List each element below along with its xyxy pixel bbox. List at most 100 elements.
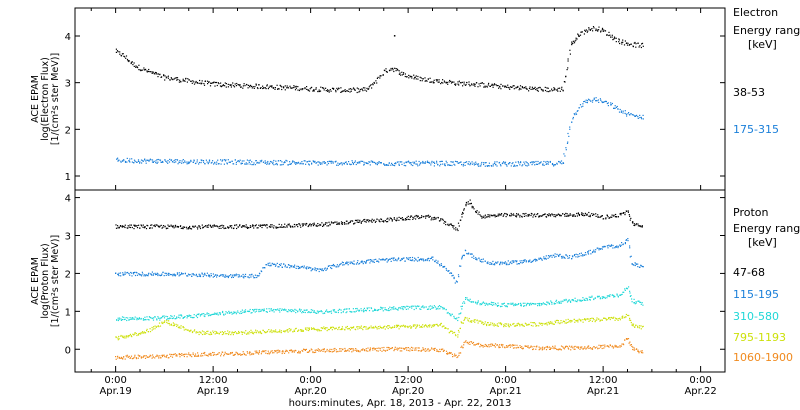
x-tick-time: 0:00 bbox=[299, 375, 321, 386]
data-point bbox=[399, 260, 401, 262]
data-point bbox=[565, 215, 567, 217]
data-point bbox=[505, 86, 507, 88]
data-point bbox=[251, 352, 253, 355]
data-point bbox=[545, 323, 547, 325]
data-point bbox=[168, 274, 170, 276]
data-point bbox=[255, 83, 257, 85]
data-point bbox=[574, 297, 576, 299]
data-point bbox=[286, 160, 288, 162]
data-point bbox=[336, 87, 338, 89]
data-point bbox=[361, 88, 363, 90]
data-point bbox=[189, 330, 191, 333]
data-point bbox=[402, 257, 404, 259]
data-point bbox=[423, 326, 425, 328]
data-point bbox=[206, 330, 208, 333]
data-point bbox=[384, 220, 386, 222]
data-point bbox=[135, 66, 137, 68]
data-point bbox=[248, 227, 250, 229]
data-point bbox=[235, 351, 237, 353]
data-point bbox=[432, 82, 434, 84]
data-point bbox=[518, 89, 520, 91]
data-point bbox=[324, 351, 326, 353]
data-point bbox=[567, 318, 569, 320]
data-point bbox=[491, 302, 493, 304]
data-point bbox=[573, 214, 575, 216]
data-point bbox=[125, 337, 127, 339]
data-point bbox=[223, 276, 226, 278]
data-point bbox=[563, 320, 566, 323]
data-point bbox=[482, 323, 484, 326]
data-point bbox=[331, 329, 333, 331]
data-point bbox=[619, 319, 621, 321]
data-point bbox=[435, 259, 437, 261]
data-point bbox=[265, 311, 267, 313]
data-point bbox=[269, 265, 271, 267]
data-point bbox=[126, 272, 128, 274]
data-point bbox=[573, 42, 576, 44]
data-point bbox=[485, 302, 487, 304]
data-point bbox=[545, 349, 548, 351]
data-point bbox=[542, 346, 544, 348]
data-point bbox=[188, 315, 190, 317]
data-point bbox=[561, 88, 563, 90]
data-point bbox=[365, 162, 367, 164]
data-point bbox=[259, 224, 262, 226]
data-point bbox=[271, 310, 273, 312]
data-point bbox=[448, 81, 450, 83]
data-point bbox=[135, 357, 137, 359]
data-point bbox=[437, 262, 439, 264]
data-point bbox=[528, 213, 530, 216]
data-point bbox=[326, 222, 328, 224]
data-point bbox=[379, 347, 381, 349]
data-point bbox=[439, 324, 441, 326]
data-point bbox=[286, 350, 289, 352]
data-point bbox=[298, 223, 300, 225]
data-point bbox=[191, 273, 193, 275]
data-point bbox=[315, 88, 317, 90]
data-point bbox=[167, 162, 169, 164]
data-point bbox=[525, 323, 527, 325]
data-point bbox=[545, 258, 547, 260]
data-point bbox=[197, 354, 199, 356]
data-point bbox=[352, 348, 355, 350]
data-point bbox=[357, 309, 359, 311]
data-point bbox=[526, 165, 528, 167]
data-point bbox=[156, 272, 158, 274]
data-point bbox=[231, 160, 233, 162]
data-point bbox=[537, 87, 539, 89]
data-point bbox=[365, 262, 367, 264]
data-point bbox=[431, 305, 433, 307]
data-point bbox=[172, 317, 175, 319]
data-point bbox=[565, 254, 567, 256]
data-point bbox=[156, 162, 158, 164]
data-point bbox=[176, 325, 178, 327]
data-point bbox=[136, 272, 138, 274]
data-point bbox=[321, 311, 323, 313]
data-point bbox=[462, 212, 464, 215]
data-point bbox=[593, 249, 595, 251]
data-point bbox=[506, 262, 508, 264]
data-point bbox=[507, 264, 509, 266]
data-point bbox=[345, 90, 347, 93]
data-point bbox=[617, 247, 619, 249]
data-point bbox=[593, 319, 595, 321]
data-point bbox=[273, 352, 275, 354]
data-point bbox=[357, 221, 359, 223]
data-point bbox=[622, 110, 624, 112]
data-point bbox=[590, 100, 592, 102]
data-point bbox=[621, 43, 623, 45]
data-point bbox=[598, 247, 600, 250]
data-point bbox=[507, 84, 509, 86]
data-point bbox=[241, 309, 243, 311]
data-point bbox=[225, 333, 227, 335]
data-point bbox=[588, 345, 590, 347]
data-point bbox=[269, 162, 271, 164]
data-point bbox=[592, 214, 594, 216]
data-point bbox=[473, 257, 475, 259]
data-point bbox=[466, 161, 468, 163]
data-point bbox=[566, 69, 568, 71]
data-point bbox=[367, 163, 369, 165]
data-point bbox=[188, 162, 190, 164]
data-point bbox=[401, 350, 403, 352]
data-point bbox=[490, 263, 492, 265]
